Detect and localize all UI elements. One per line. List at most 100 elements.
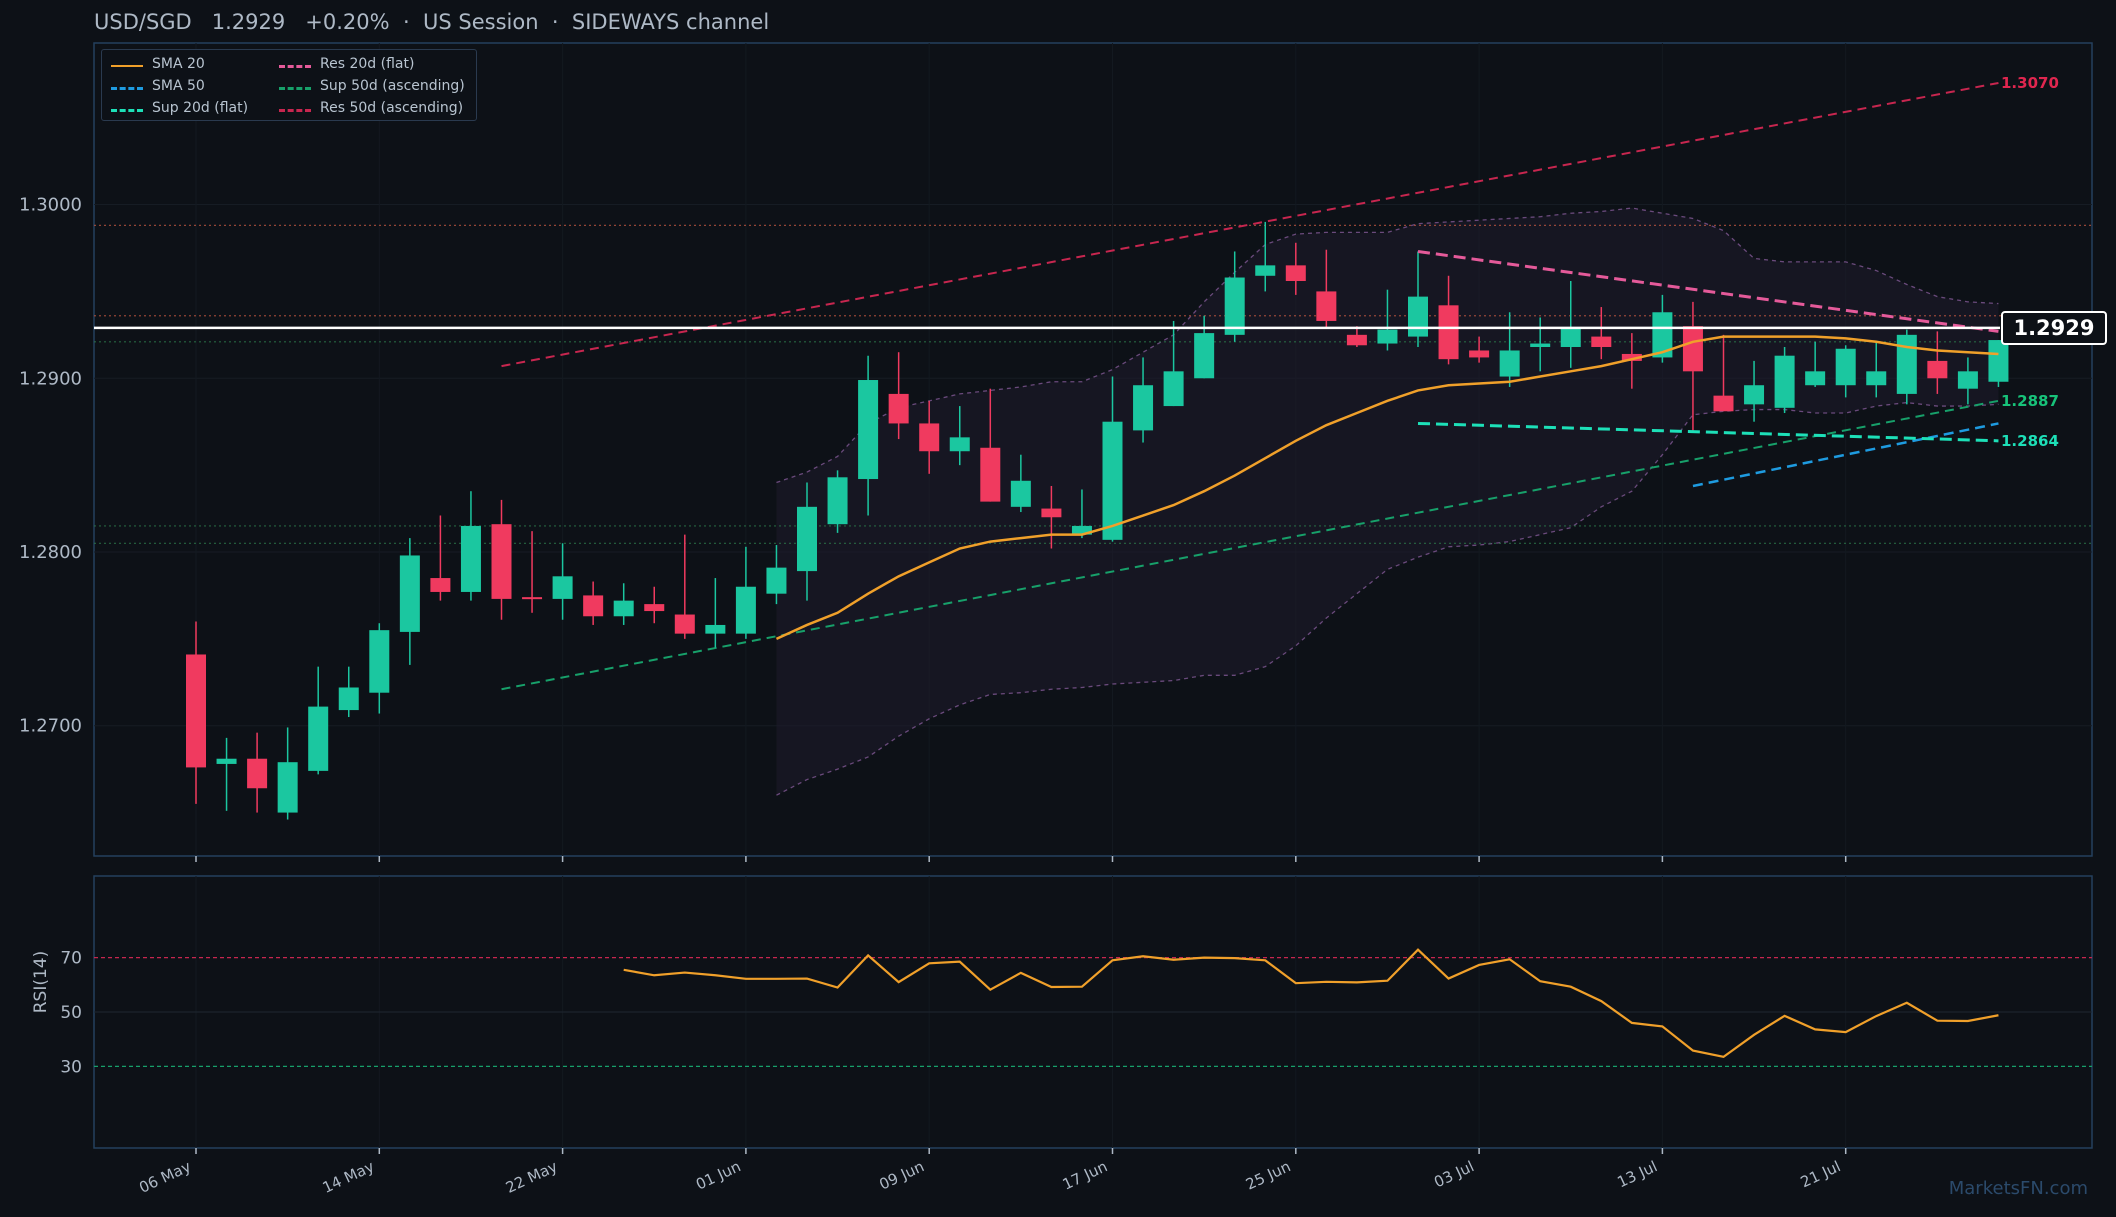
rsi-axis-label: RSI(14) (31, 951, 51, 1014)
bear-candle (1682, 326, 1703, 372)
x-tick-label: 09 Jun (876, 1157, 926, 1193)
change-label: +0.20% (305, 10, 390, 34)
channel-label: SIDEWAYS channel (571, 10, 770, 34)
bull-candle (1652, 312, 1673, 358)
session-label: US Session (423, 10, 539, 34)
bull-candle (827, 477, 848, 525)
level-label: 1.3070 (2001, 74, 2059, 92)
bull-candle (1774, 355, 1795, 408)
bear-candle (1713, 395, 1734, 412)
bear-candle (522, 597, 543, 600)
bear-candle (980, 447, 1001, 502)
bull-candle (277, 762, 298, 813)
x-tick-label: 01 Jun (693, 1157, 743, 1193)
chart-header: USD/SGD 1.2929 +0.20% · US Session · SID… (94, 10, 769, 34)
bull-candle (1896, 334, 1917, 394)
x-tick-label: 22 May (503, 1157, 560, 1197)
bull-candle (1835, 348, 1856, 386)
bear-candle (1041, 508, 1062, 518)
bull-candle (705, 624, 726, 634)
bull-candle (1102, 421, 1123, 540)
price-tick-label: 1.2800 (19, 542, 82, 563)
bull-candle (1224, 277, 1245, 335)
bull-candle (1560, 327, 1581, 348)
rsi-tick-label: 30 (60, 1057, 82, 1077)
sma50-line (1692, 422, 1999, 488)
legend-swatch (279, 65, 311, 68)
legend-label: Sup 20d (flat) (152, 100, 249, 116)
legend-swatch (279, 109, 311, 112)
legend-label: Res 50d (ascending) (320, 100, 464, 116)
res20-line (1417, 249, 1999, 333)
bull-candle (735, 586, 756, 634)
bear-candle (247, 758, 268, 789)
bear-candle (888, 393, 909, 424)
bull-candle (1010, 480, 1031, 507)
bull-candle (1530, 343, 1551, 348)
bull-candle (1744, 385, 1765, 405)
bear-candle (491, 524, 512, 599)
price-tick-label: 1.2900 (19, 368, 82, 389)
legend-swatch (279, 87, 311, 90)
bull-candle (1408, 296, 1428, 337)
bull-candle (399, 555, 420, 632)
bull-candle (1163, 371, 1184, 407)
bear-candle (674, 614, 695, 634)
x-tick-label: 13 Jul (1614, 1157, 1660, 1191)
bear-candle (1346, 334, 1367, 346)
bull-candle (613, 600, 634, 617)
legend-swatch (111, 87, 143, 90)
bull-candle (1499, 350, 1520, 377)
bear-candle (583, 595, 604, 617)
bull-candle (1866, 371, 1887, 386)
bull-candle (1133, 385, 1154, 431)
price-tick-label: 1.2700 (19, 716, 82, 737)
bear-candle (430, 578, 451, 592)
bear-candle (1469, 350, 1490, 358)
bull-candle (1988, 340, 2009, 382)
bull-candle (460, 525, 481, 592)
price-tick-label: 1.3000 (19, 195, 82, 216)
bull-candle (797, 506, 817, 572)
rsi-tick-label: 70 (60, 949, 82, 969)
bull-candle (949, 437, 970, 452)
bear-candle (1316, 291, 1337, 321)
bear-candle (1927, 360, 1948, 379)
sma20-line (775, 335, 1999, 640)
separator-2: · (551, 10, 559, 34)
bear-candle (186, 654, 206, 768)
current-price-tag: 1.2929 (2001, 311, 2107, 345)
bull-candle (338, 687, 359, 711)
rsi-tick-label: 50 (60, 1003, 82, 1023)
x-tick-label: 25 Jun (1243, 1157, 1293, 1193)
bull-candle (552, 576, 573, 599)
chart-legend: SMA 20 SMA 50 Sup 20d (flat) Res 20d (flat)… (101, 49, 477, 121)
x-tick-label: 21 Jul (1798, 1157, 1844, 1191)
price-label: 1.2929 (211, 10, 286, 34)
level-label: 1.2864 (2001, 432, 2059, 450)
bull-candle (1805, 371, 1826, 386)
bull-candle (216, 758, 237, 764)
bull-candle (308, 706, 329, 771)
watermark: MarketsFN.com (1948, 1178, 2088, 1199)
sup20-line (1417, 421, 1999, 443)
bear-candle (1438, 305, 1459, 360)
bull-candle (766, 567, 787, 594)
legend-label: Res 20d (flat) (320, 56, 415, 72)
bear-candle (1621, 353, 1642, 361)
bull-candle (1071, 525, 1092, 535)
separator-1: · (402, 10, 410, 34)
legend-swatch (111, 109, 143, 112)
bull-candle (858, 380, 879, 480)
x-tick-label: 14 May (320, 1157, 377, 1197)
bear-candle (919, 423, 940, 452)
rsi-line (623, 948, 1999, 1059)
level-label: 1.2887 (2001, 392, 2059, 410)
x-tick-label: 03 Jul (1431, 1157, 1477, 1191)
pair-label: USD/SGD (94, 10, 192, 34)
bull-candle (1377, 329, 1398, 344)
legend-label: SMA 50 (152, 78, 205, 94)
bull-candle (1957, 371, 1978, 389)
legend-label: Sup 50d (ascending) (320, 78, 465, 94)
